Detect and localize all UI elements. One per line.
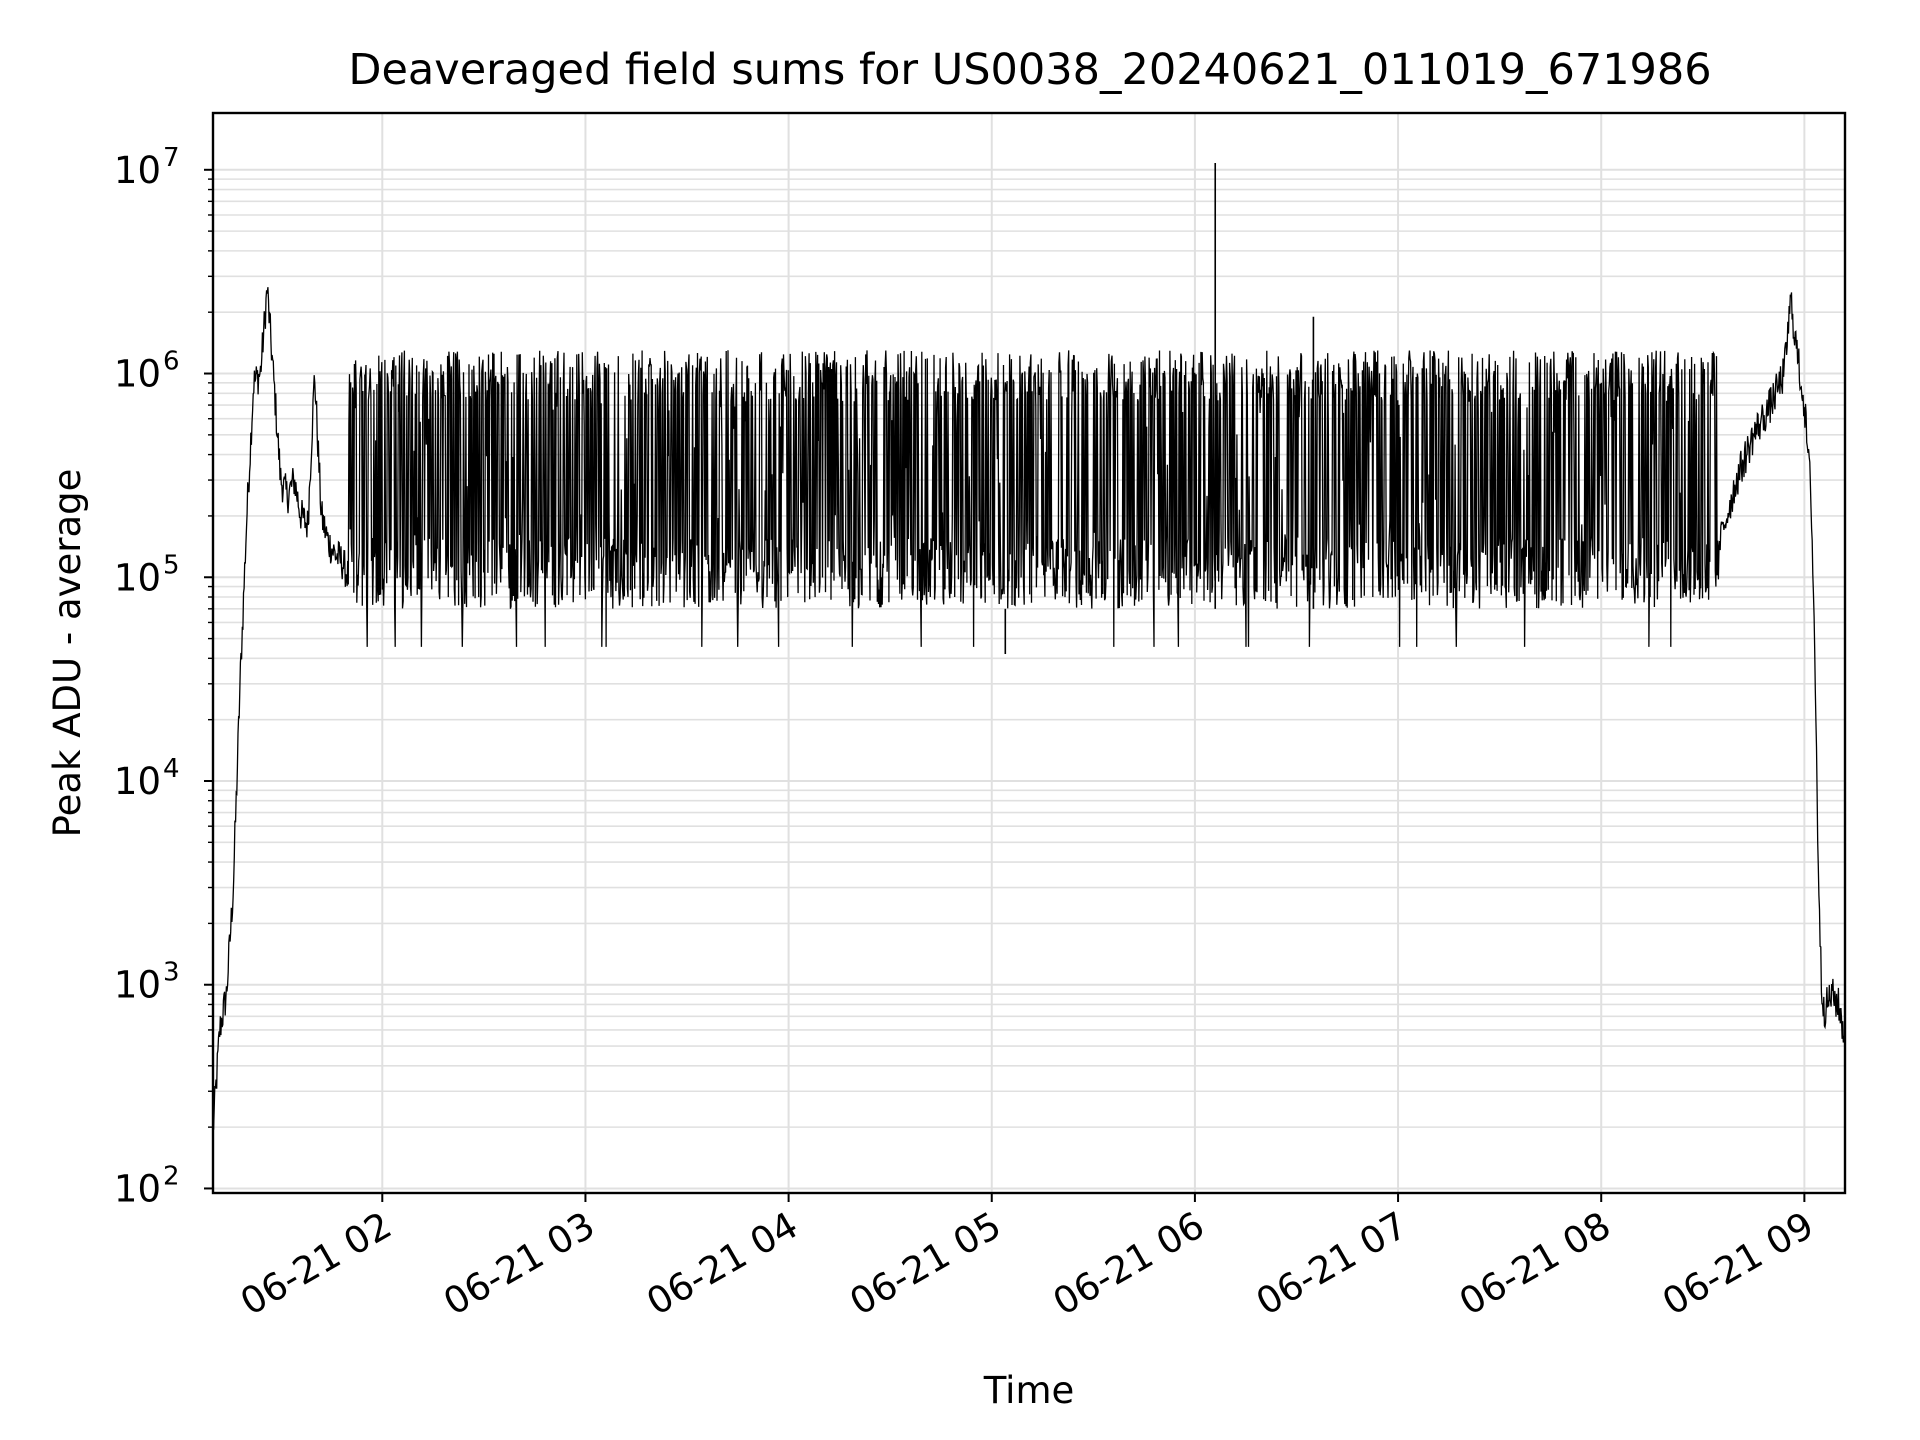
y-tick-exponent: 2 [163, 1161, 180, 1191]
y-tick-label: 10 [114, 149, 161, 192]
y-tick-label: 10 [114, 556, 161, 599]
y-tick-exponent: 6 [163, 347, 180, 377]
data-series [212, 162, 1846, 1130]
x-axis-label: Time [983, 1369, 1075, 1412]
y-tick-exponent: 4 [163, 754, 180, 784]
plot-frame [211, 111, 1847, 1195]
chart-title: Deaveraged field sums for US0038_2024062… [348, 45, 1711, 95]
y-tick-exponent: 5 [163, 550, 180, 580]
data-line [212, 287, 1846, 1130]
y-tick-label: 10 [114, 760, 161, 803]
y-tick-exponent: 7 [163, 143, 180, 173]
y-tick-label: 10 [114, 964, 161, 1007]
y-tick-label: 10 [114, 353, 161, 396]
y-axis-label: Peak ADU - average [46, 469, 89, 838]
y-tick-label: 10 [114, 1167, 161, 1210]
y-tick-exponent: 3 [163, 958, 180, 988]
